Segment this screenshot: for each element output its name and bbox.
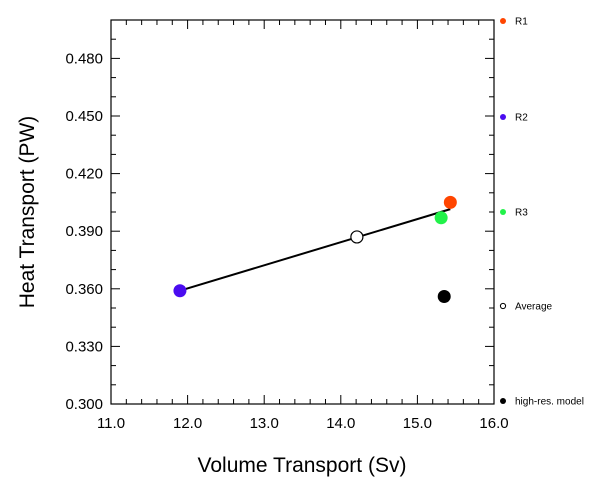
r1-point: [443, 195, 457, 209]
y-tick-label: 0.420: [65, 166, 103, 183]
y-axis-ticks: [111, 19, 494, 405]
y-tick-label: 0.360: [65, 281, 103, 298]
y-tick-label: 0.300: [65, 396, 103, 413]
y-axis-tick-labels: 0.300 0.330 0.360 0.390 0.420 0.450 0.480: [65, 50, 103, 413]
x-tick-label: 16.0: [479, 415, 508, 432]
r2-point: [173, 284, 187, 298]
x-tick-label: 15.0: [403, 415, 432, 432]
x-axis-ticks: [110, 20, 495, 404]
legend-marker-average: [499, 302, 507, 310]
data-points: [173, 195, 457, 303]
y-tick-label: 0.450: [65, 108, 103, 125]
y-axis-label: Heat Transport (PW): [16, 116, 39, 309]
x-tick-label: 14.0: [326, 415, 355, 432]
average-point: [350, 230, 364, 244]
x-tick-label: 13.0: [250, 415, 279, 432]
legend-label-average: Average: [515, 302, 553, 313]
x-tick-label: 11.0: [97, 415, 125, 432]
legend-marker-r1: [500, 18, 506, 24]
legend-label-r2: R2: [515, 113, 528, 124]
x-tick-label: 12.0: [173, 415, 202, 432]
r3-point: [434, 211, 448, 225]
x-axis-tick-labels: 11.0 12.0 13.0 14.0 15.0 16.0: [97, 415, 509, 432]
high-res-model-point: [437, 289, 451, 303]
legend-label-r1: R1: [515, 17, 528, 28]
plot-frame: [110, 19, 495, 405]
y-tick-label: 0.390: [65, 223, 103, 240]
x-axis-label: Volume Transport (Sv): [198, 454, 407, 477]
legend-marker-r2: [500, 114, 506, 120]
regression-line: [179, 208, 451, 292]
y-tick-label: 0.330: [65, 338, 103, 355]
y-tick-label: 0.480: [65, 50, 103, 67]
legend-marker-r3: [500, 209, 506, 215]
legend-marker-high-res-model: [500, 398, 506, 404]
legend: R1 R2 R3 Average high-res. model: [499, 17, 584, 408]
legend-label-r3: R3: [515, 208, 528, 219]
legend-label-high-res-model: high-res. model: [515, 397, 584, 408]
